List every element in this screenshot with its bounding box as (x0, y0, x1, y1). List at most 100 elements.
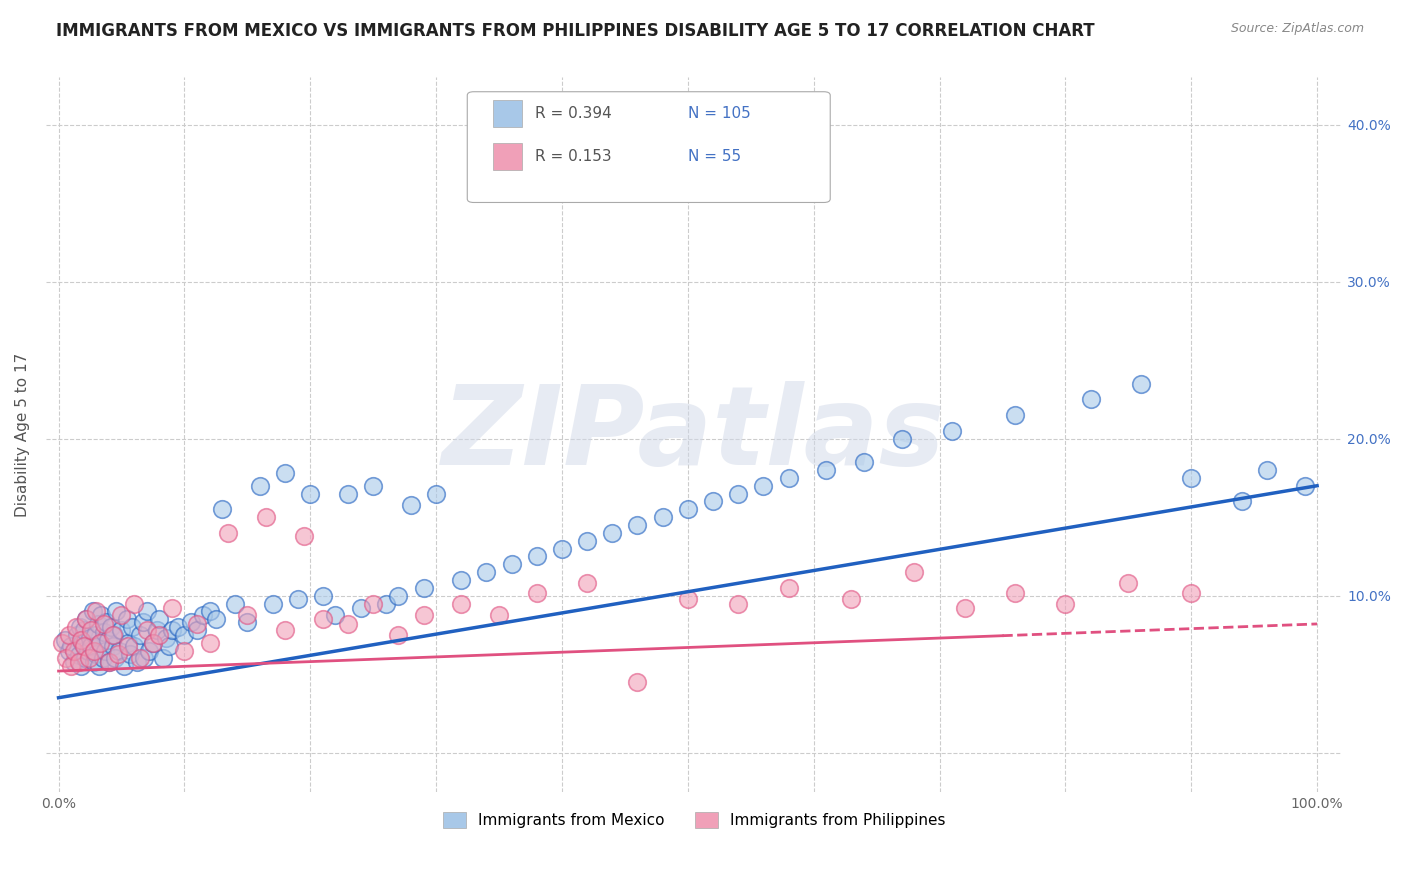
Point (576, 533, 599, 548)
Point (101, 628, 124, 642)
Point (152, 651, 174, 665)
Point (82, 604, 104, 618)
Point (198, 636, 221, 650)
Point (97, 655, 120, 669)
Point (727, 597, 749, 611)
Point (217, 525, 239, 540)
Text: R = 0.153: R = 0.153 (534, 149, 612, 164)
Point (148, 628, 170, 642)
Point (132, 615, 155, 630)
Point (299, 486, 322, 500)
Point (953, 601, 976, 615)
Bar (494, 144, 522, 170)
Point (60, 639, 83, 653)
Point (387, 589, 409, 603)
Point (186, 624, 208, 638)
Point (287, 591, 309, 606)
Point (75, 612, 97, 626)
Point (236, 615, 259, 630)
Point (841, 591, 863, 606)
Point (135, 624, 157, 638)
Point (155, 631, 177, 645)
Point (198, 604, 221, 618)
Point (626, 675, 648, 690)
Point (337, 616, 360, 631)
Point (58, 628, 80, 642)
Point (93, 616, 115, 631)
Point (105, 604, 128, 618)
Point (349, 601, 371, 615)
Point (66, 628, 89, 642)
Point (173, 643, 195, 657)
Point (122, 597, 145, 611)
Point (80, 624, 103, 638)
Point (374, 597, 396, 611)
Point (72, 636, 94, 650)
Point (361, 597, 384, 611)
Point (1116, 576, 1139, 591)
Point (1129, 376, 1152, 391)
Point (651, 510, 673, 524)
Point (676, 591, 699, 606)
Point (236, 607, 259, 622)
Point (97, 632, 120, 647)
Point (337, 486, 360, 500)
Point (890, 432, 912, 446)
Point (425, 486, 447, 500)
Point (89, 636, 111, 650)
Point (526, 585, 548, 599)
Point (211, 502, 233, 516)
Point (129, 628, 152, 642)
Text: IMMIGRANTS FROM MEXICO VS IMMIGRANTS FROM PHILIPPINES DISABILITY AGE 5 TO 17 COR: IMMIGRANTS FROM MEXICO VS IMMIGRANTS FRO… (56, 22, 1095, 40)
Point (73, 624, 96, 638)
Point (399, 498, 422, 512)
Point (312, 589, 335, 603)
Point (292, 529, 315, 543)
Point (93, 624, 115, 639)
Point (53, 632, 76, 647)
Point (110, 624, 132, 638)
Point (97, 655, 120, 669)
Point (412, 581, 434, 595)
Point (122, 639, 145, 653)
Point (117, 639, 139, 653)
Point (103, 628, 125, 642)
Text: Source: ZipAtlas.com: Source: ZipAtlas.com (1230, 22, 1364, 36)
Text: N = 105: N = 105 (688, 106, 751, 121)
Point (125, 655, 148, 669)
Point (55, 651, 77, 665)
Point (1004, 408, 1026, 422)
Point (89, 636, 111, 650)
Point (79, 631, 101, 645)
Point (100, 620, 122, 634)
Point (361, 479, 384, 493)
Point (86, 647, 108, 661)
Point (77, 651, 100, 665)
Point (1180, 585, 1202, 599)
Point (107, 647, 129, 661)
Point (1054, 597, 1077, 611)
Point (129, 651, 152, 665)
Point (778, 581, 800, 595)
Point (193, 607, 215, 622)
Point (75, 612, 97, 626)
Point (86, 616, 108, 631)
Point (186, 616, 208, 631)
Point (90, 607, 112, 622)
Point (853, 455, 876, 469)
Point (160, 601, 183, 615)
Point (157, 639, 180, 653)
Point (69, 620, 91, 634)
Point (80, 639, 103, 653)
Point (488, 607, 510, 622)
Point (91, 651, 114, 665)
Point (778, 471, 800, 485)
Point (87, 659, 110, 673)
Point (727, 486, 749, 500)
Point (96, 615, 118, 630)
Point (160, 624, 183, 638)
Point (115, 612, 138, 626)
Point (205, 612, 228, 626)
Point (62, 655, 84, 669)
Point (576, 576, 599, 591)
